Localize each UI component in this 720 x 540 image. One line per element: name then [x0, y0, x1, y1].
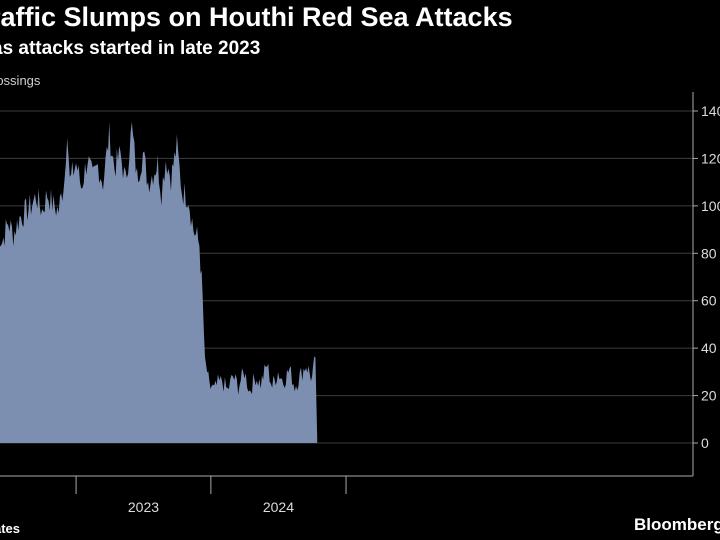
- y-tick-label: 80: [701, 245, 717, 261]
- y-tick-label: 120: [701, 150, 720, 166]
- axes: 0 20 40 60 80 100 120 140 2023 2024: [0, 92, 720, 515]
- y-tick-label: 60: [701, 293, 717, 309]
- area-series: [0, 121, 318, 443]
- footer-source: ates: [0, 521, 21, 536]
- x-tick-label: 2023: [128, 499, 159, 515]
- x-tick-label: 2024: [263, 499, 294, 515]
- y-tick-label: 0: [701, 435, 709, 451]
- brand-logo: Bloomberg: [634, 515, 720, 534]
- y-tick-label: 140: [701, 103, 720, 119]
- y-tick-label: 20: [701, 388, 717, 404]
- y-tick-label: 40: [701, 340, 717, 356]
- chart-title: raffic Slumps on Houthi Red Sea Attacks: [0, 2, 513, 32]
- area-series-layer: [0, 121, 318, 443]
- chart-subtitle: as attacks started in late 2023: [0, 38, 261, 59]
- y-tick-label: 100: [701, 198, 720, 214]
- y-axis-unit-label: rossings: [0, 73, 41, 88]
